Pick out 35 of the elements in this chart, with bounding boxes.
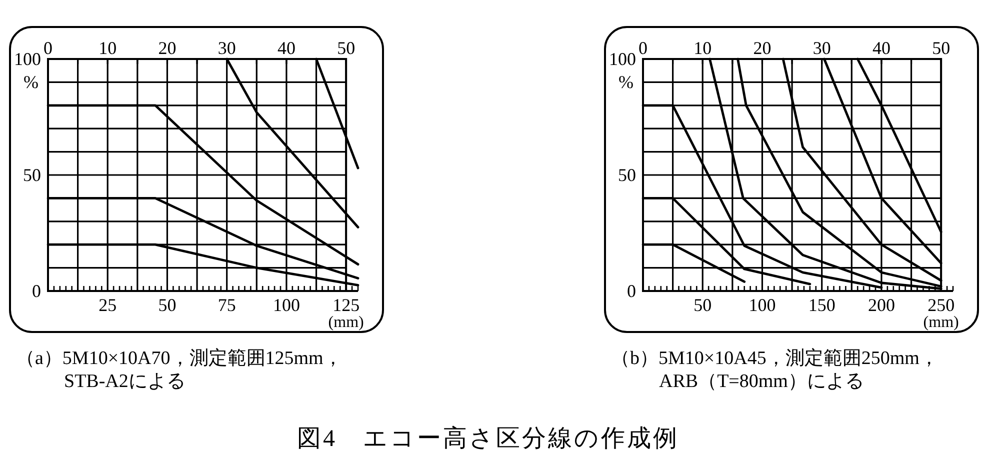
x-tick-label: 50: [158, 295, 176, 315]
x-tick-label: 125: [332, 295, 360, 315]
x-tick-label: 150: [808, 295, 836, 315]
x-axis-title: (mm): [328, 314, 364, 331]
x-tick-label: 250: [928, 295, 955, 315]
y-tick-label: 50: [618, 165, 636, 185]
y-tick-label: 0: [32, 281, 41, 301]
text: STB-A2による: [64, 371, 186, 392]
text: ARB（T=80mm）による: [659, 371, 864, 392]
y-tick-label: 100: [14, 49, 41, 69]
x2-tick-label: 10: [694, 38, 712, 58]
y-tick-label: 100: [609, 49, 636, 69]
y-tick-label: 50: [23, 165, 41, 185]
text: （b）5M10×10A45，測定範囲250mm，: [611, 347, 938, 369]
x-tick-label: 100: [748, 295, 776, 315]
x2-tick-label: 40: [277, 38, 296, 58]
x-tick-label: 100: [272, 295, 300, 315]
x2-tick-label: 10: [98, 38, 117, 58]
y-axis-title: %: [618, 72, 634, 92]
caption: 図4 エコー高さ区分線の作成例: [297, 425, 679, 452]
y-tick-label: 0: [627, 281, 636, 301]
x-tick-label: 75: [218, 295, 236, 315]
x2-tick-label: 20: [158, 38, 176, 58]
x2-tick-label: 40: [872, 38, 890, 58]
y-axis-title: %: [24, 72, 38, 92]
x2-tick-label: 50: [337, 38, 356, 58]
x2-tick-label: 50: [932, 38, 950, 58]
x2-tick-label: 30: [812, 38, 831, 58]
x-tick-label: 50: [694, 295, 712, 315]
x-tick-label: 200: [868, 295, 895, 315]
x2-tick-label: 20: [753, 38, 772, 58]
x2-tick-label: 30: [218, 38, 236, 58]
text: （a）5M10×10A70，測定範囲125mm，: [16, 347, 342, 369]
x-tick-label: 25: [98, 295, 117, 315]
x-axis-title: (mm): [923, 314, 959, 331]
